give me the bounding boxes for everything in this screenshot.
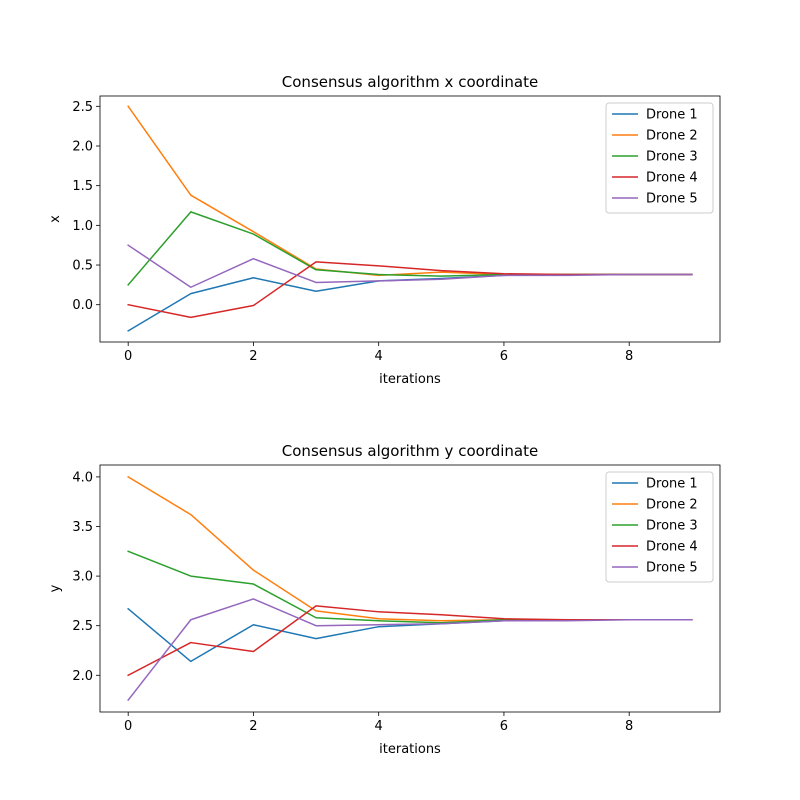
y-tick-label: 1.0 (72, 219, 93, 234)
legend: Drone 1 Drone 2 Drone 3 Drone 4 Drone 5 (605, 471, 714, 583)
y-tick-label: 2.5 (72, 100, 93, 115)
x-tick-label: 6 (500, 349, 508, 364)
legend-label-drone-3: Drone 3 (646, 519, 698, 534)
chart-title: Consensus algorithm x coordinate (282, 73, 538, 91)
legend-label-drone-4: Drone 4 (646, 171, 698, 186)
x-tick-label: 8 (625, 719, 633, 734)
legend-label-drone-1: Drone 1 (646, 108, 698, 123)
x-tick-label: 0 (124, 349, 132, 364)
legend-label-drone-3: Drone 3 (646, 150, 698, 165)
legend: Drone 1 Drone 2 Drone 3 Drone 4 Drone 5 (605, 102, 714, 214)
legend-label-drone-5: Drone 5 (646, 192, 698, 207)
legend-label-drone-2: Drone 2 (646, 498, 698, 513)
x-axis-label: iterations (379, 742, 441, 757)
x-axis-label: iterations (379, 372, 441, 387)
y-tick-label: 4.0 (72, 470, 93, 485)
y-tick-label: 1.5 (72, 179, 93, 194)
legend-label-drone-4: Drone 4 (646, 540, 698, 555)
legend-label-drone-5: Drone 5 (646, 561, 698, 576)
legend-label-drone-1: Drone 1 (646, 477, 698, 492)
legend-box (605, 471, 714, 583)
x-tick-label: 0 (124, 719, 132, 734)
y-tick-label: 2.5 (72, 619, 93, 634)
chart-1: 0 2 4 6 8 2.0 2.5 3.0 3.5 4.0 Consensus algorithm … (48, 442, 721, 757)
chart-0: 0 2 4 6 8 0.0 0.5 1.0 1.5 2.0 2.5 Consensus algorit… (48, 73, 721, 387)
y-tick-label: 0.5 (72, 259, 93, 274)
x-tick-label: 4 (375, 349, 383, 364)
x-tick-label: 2 (249, 719, 257, 734)
x-tick-label: 6 (500, 719, 508, 734)
chart-title: Consensus algorithm y coordinate (282, 442, 538, 460)
y-tick-label: 3.0 (72, 570, 93, 585)
y-tick-label: 3.5 (72, 520, 93, 535)
legend-label-drone-2: Drone 2 (646, 129, 698, 144)
axes-frame (99, 464, 721, 713)
x-tick-label: 8 (625, 349, 633, 364)
axes-frame (99, 95, 721, 343)
series-line-drone-5 (127, 244, 693, 288)
y-axis-label: x (48, 215, 63, 223)
y-tick-label: 2.0 (72, 139, 93, 154)
y-tick-label: 0.0 (72, 298, 93, 313)
x-tick-label: 4 (375, 719, 383, 734)
series-line-drone-5 (127, 598, 693, 702)
x-tick-label: 2 (249, 349, 257, 364)
y-tick-label: 2.0 (72, 669, 93, 684)
legend-box (605, 102, 714, 214)
y-axis-label: y (48, 584, 63, 592)
